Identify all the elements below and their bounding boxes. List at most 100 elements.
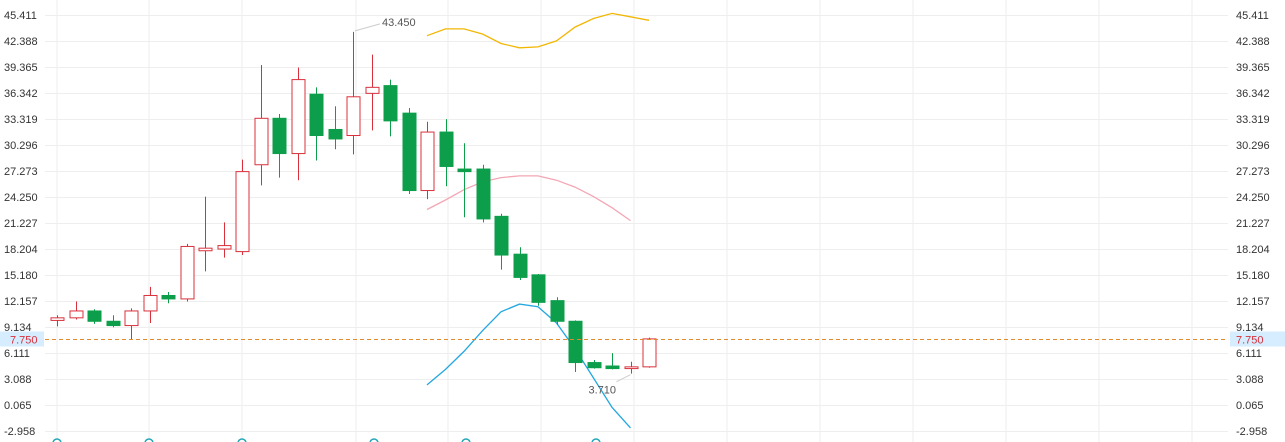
y-tick-label: 24.250 (1236, 192, 1270, 204)
candle-body (550, 300, 565, 322)
candle (531, 273, 546, 306)
candle-body (254, 117, 269, 166)
y-tick-label: 18.204 (4, 244, 38, 256)
y-tick-label: 36.342 (4, 88, 38, 100)
candle-body (513, 253, 528, 278)
y-tick-label: 15.180 (1236, 270, 1270, 282)
indicator-line (426, 303, 631, 429)
y-tick-label: 27.273 (1236, 166, 1270, 178)
indicator-line (426, 175, 631, 222)
candle (50, 315, 65, 327)
candle-body (180, 245, 195, 300)
candle-body (346, 96, 361, 137)
candle (328, 106, 343, 150)
y-tick-label: 9.134 (1236, 322, 1264, 334)
candle-body (365, 86, 380, 94)
candle-body (106, 320, 121, 327)
candle-body (439, 131, 454, 167)
candle (383, 79, 398, 137)
right-price-axis: 45.411 42.388 39.365 36.342 33.319 30.296 27.2… (1236, 10, 1270, 438)
candle-body (143, 294, 158, 312)
left-price-axis: 45.411 42.388 39.365 36.342 33.319 30.296 27.2… (4, 10, 38, 438)
y-tick-label: 21.227 (4, 218, 38, 230)
bottom-marker-icon (461, 438, 471, 442)
last-price-tag-left (0, 331, 44, 347)
indicator-line (426, 12, 650, 49)
candle-body (494, 215, 509, 256)
candle-body (235, 171, 250, 253)
low-annotation: 3.710 (589, 385, 617, 397)
y-tick-label: -2.958 (1236, 426, 1267, 438)
y-tick-label: 33.319 (4, 114, 38, 126)
last-price-label-left: 7.750 (10, 335, 38, 347)
bottom-markers (52, 438, 601, 442)
candle-body (124, 310, 139, 327)
candle (309, 87, 324, 161)
candle (513, 247, 528, 280)
bottom-marker-icon (369, 438, 379, 442)
indicator-lines (426, 12, 650, 429)
candle (87, 309, 102, 324)
candle (291, 67, 306, 181)
candle-body (383, 85, 398, 122)
candle-body (605, 365, 620, 370)
grid-lines (45, 0, 1228, 442)
last-price-tag-right (1230, 331, 1285, 347)
candles (50, 31, 657, 374)
candle (124, 308, 139, 340)
high-annotation: 43.450 (382, 17, 416, 29)
candle-body (642, 338, 657, 368)
y-tick-label: 27.273 (4, 166, 38, 178)
y-tick-label: 42.388 (1236, 36, 1270, 48)
y-tick-label: 15.180 (4, 270, 38, 282)
y-tick-label: 42.388 (4, 36, 38, 48)
candle (568, 320, 583, 373)
y-tick-label: 3.088 (4, 374, 32, 386)
candle (254, 64, 269, 186)
candle (605, 353, 620, 370)
candle-body (568, 320, 583, 364)
candle (161, 292, 176, 304)
y-tick-label: 36.342 (1236, 88, 1270, 100)
candle (346, 31, 361, 155)
last-price-label-right: 7.750 (1236, 335, 1264, 347)
candle (587, 359, 602, 369)
bottom-marker-icon (591, 438, 601, 442)
y-tick-label: 30.296 (4, 140, 38, 152)
candle (476, 164, 491, 223)
candle-body (457, 168, 472, 173)
candle (550, 297, 565, 325)
y-tick-label: 39.365 (4, 62, 38, 74)
candle-body (291, 79, 306, 155)
y-tick-label: 24.250 (4, 192, 38, 204)
candle-body (87, 310, 102, 322)
candle (402, 107, 417, 194)
candle-body (476, 168, 491, 220)
y-tick-label: 12.157 (1236, 296, 1270, 308)
candle (198, 196, 213, 272)
candle (272, 114, 287, 178)
candle-body (328, 128, 343, 140)
bottom-marker-icon (144, 438, 154, 442)
candle (494, 213, 509, 270)
candle-body (161, 294, 176, 300)
candle (365, 54, 380, 131)
candle-body (198, 247, 213, 252)
candle-body (624, 366, 639, 370)
annotations: 43.450 3.710 (354, 17, 631, 397)
y-tick-label: 45.411 (4, 10, 37, 22)
y-tick-label: 12.157 (4, 296, 38, 308)
y-tick-label: 9.134 (4, 322, 32, 334)
candle-body (272, 117, 287, 155)
candle (420, 121, 435, 200)
candle-body (50, 317, 65, 321)
low-annotation-leader (616, 374, 631, 383)
candle (217, 222, 232, 258)
candle (642, 337, 657, 368)
y-tick-label: 30.296 (1236, 140, 1270, 152)
y-tick-label: 18.204 (1236, 244, 1270, 256)
y-tick-label: 3.088 (1236, 374, 1264, 386)
y-tick-label: 6.111 (1236, 348, 1262, 360)
candle (457, 143, 472, 218)
